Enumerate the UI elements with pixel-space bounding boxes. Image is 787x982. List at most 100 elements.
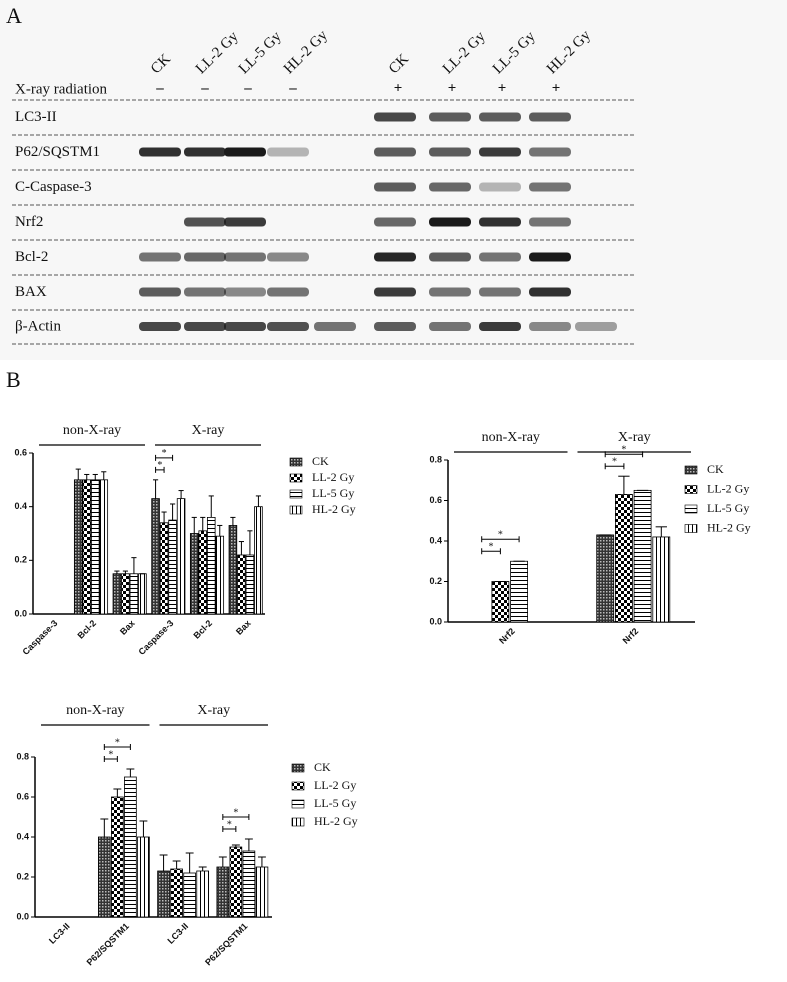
bar (510, 560, 529, 623)
row-label: Nrf2 (15, 214, 43, 230)
legend-label: LL-5 Gy (707, 501, 749, 515)
legend-label: LL-2 Gy (312, 470, 354, 484)
legend-label: LL-5 Gy (312, 486, 354, 500)
y-tick-label: 0.4 (16, 831, 29, 841)
blot-band (374, 182, 416, 192)
significance-bracket (155, 466, 165, 473)
bar (596, 534, 615, 623)
x-tick-label: Nrf2 (497, 626, 517, 646)
blot-band (139, 252, 181, 262)
y-tick-label: 0.6 (429, 495, 442, 505)
bar (229, 846, 243, 918)
x-tick-label: P62/SQSTM1 (85, 921, 131, 967)
legend-label: LL-2 Gy (314, 778, 356, 792)
treatment-sign: – (155, 80, 164, 96)
blot-band (575, 322, 617, 331)
blot-band (529, 182, 571, 192)
y-tick-label: 0.0 (14, 608, 27, 618)
bar (99, 479, 109, 615)
legend-label: HL-2 Gy (707, 520, 751, 534)
legend-swatch (684, 465, 698, 475)
blot-band (529, 112, 571, 122)
blot-band (224, 252, 266, 262)
row-label: Bcl-2 (15, 249, 48, 265)
significance-star: * (162, 448, 167, 459)
y-tick-label: 0.2 (14, 555, 27, 565)
blot-band (479, 252, 521, 262)
blot-band (479, 217, 521, 227)
bar (97, 836, 111, 918)
blot-band (374, 322, 416, 331)
y-tick-label: 0.4 (14, 501, 27, 511)
significance-star: * (115, 737, 120, 748)
bar (129, 573, 139, 615)
bar (82, 479, 92, 615)
bar (112, 573, 122, 615)
x-tick-label: LC3-II (165, 921, 190, 946)
bar (652, 536, 671, 623)
bar (491, 581, 510, 623)
significance-bracket (222, 826, 237, 832)
bar (189, 533, 199, 615)
significance-star: * (498, 530, 503, 541)
blot-band (267, 287, 309, 297)
bar (159, 522, 169, 615)
significance-bracket (481, 548, 501, 555)
legend-swatch (289, 473, 303, 483)
bar (255, 866, 269, 918)
blot-band (139, 147, 181, 157)
significance-bracket (103, 744, 131, 750)
blot-band (429, 112, 471, 122)
y-tick-label: 0.6 (16, 791, 29, 801)
blot-band (429, 182, 471, 192)
legend-label: HL-2 Gy (312, 502, 356, 516)
treatment-sign: + (498, 80, 507, 96)
significance-star: * (233, 807, 238, 818)
legend-swatch (289, 489, 303, 499)
legend-swatch (289, 505, 303, 515)
row-label: β-Actin (15, 318, 61, 334)
blot-band (139, 322, 181, 331)
group-label: X-ray (192, 423, 225, 438)
y-tick-label: 0.4 (429, 535, 442, 545)
legend-label: LL-5 Gy (314, 796, 356, 810)
bar (198, 530, 208, 615)
blot-band (374, 147, 416, 157)
group-label: non-X-ray (66, 703, 124, 718)
group-label: non-X-ray (63, 423, 121, 438)
bar (228, 525, 238, 615)
treatment-sign: + (448, 80, 457, 96)
blot-band (479, 322, 521, 331)
x-tick-label: Nrf2 (621, 626, 641, 646)
blot-band (479, 112, 521, 122)
significance-bracket (604, 463, 625, 470)
blot-band (529, 217, 571, 227)
legend-swatch (684, 504, 698, 514)
y-tick-label: 0.6 (14, 447, 27, 457)
x-tick-label: Bax (118, 618, 137, 637)
row-label: C-Caspase-3 (15, 179, 92, 195)
blot-band (479, 287, 521, 297)
legend-swatch (291, 817, 305, 827)
x-tick-label: LC3-II (47, 921, 72, 946)
x-tick-label: Bcl-2 (191, 618, 214, 641)
treatment-sign: – (243, 80, 252, 96)
blot-band (374, 287, 416, 297)
blot-band (479, 182, 521, 192)
significance-bracket (481, 536, 520, 543)
blot-band (429, 147, 471, 157)
blot-band (224, 322, 266, 331)
blot-band (224, 217, 266, 227)
legend-swatch (289, 457, 303, 467)
y-tick-label: 0.2 (16, 871, 29, 881)
bar (206, 517, 216, 615)
bar (633, 489, 652, 623)
bar (245, 554, 255, 615)
blot-band (429, 252, 471, 262)
panel-label: B (6, 367, 21, 392)
bar (124, 776, 137, 918)
blot-background (0, 0, 787, 360)
legend-label: CK (312, 454, 329, 468)
significance-bracket (155, 454, 174, 461)
bar (90, 479, 100, 615)
